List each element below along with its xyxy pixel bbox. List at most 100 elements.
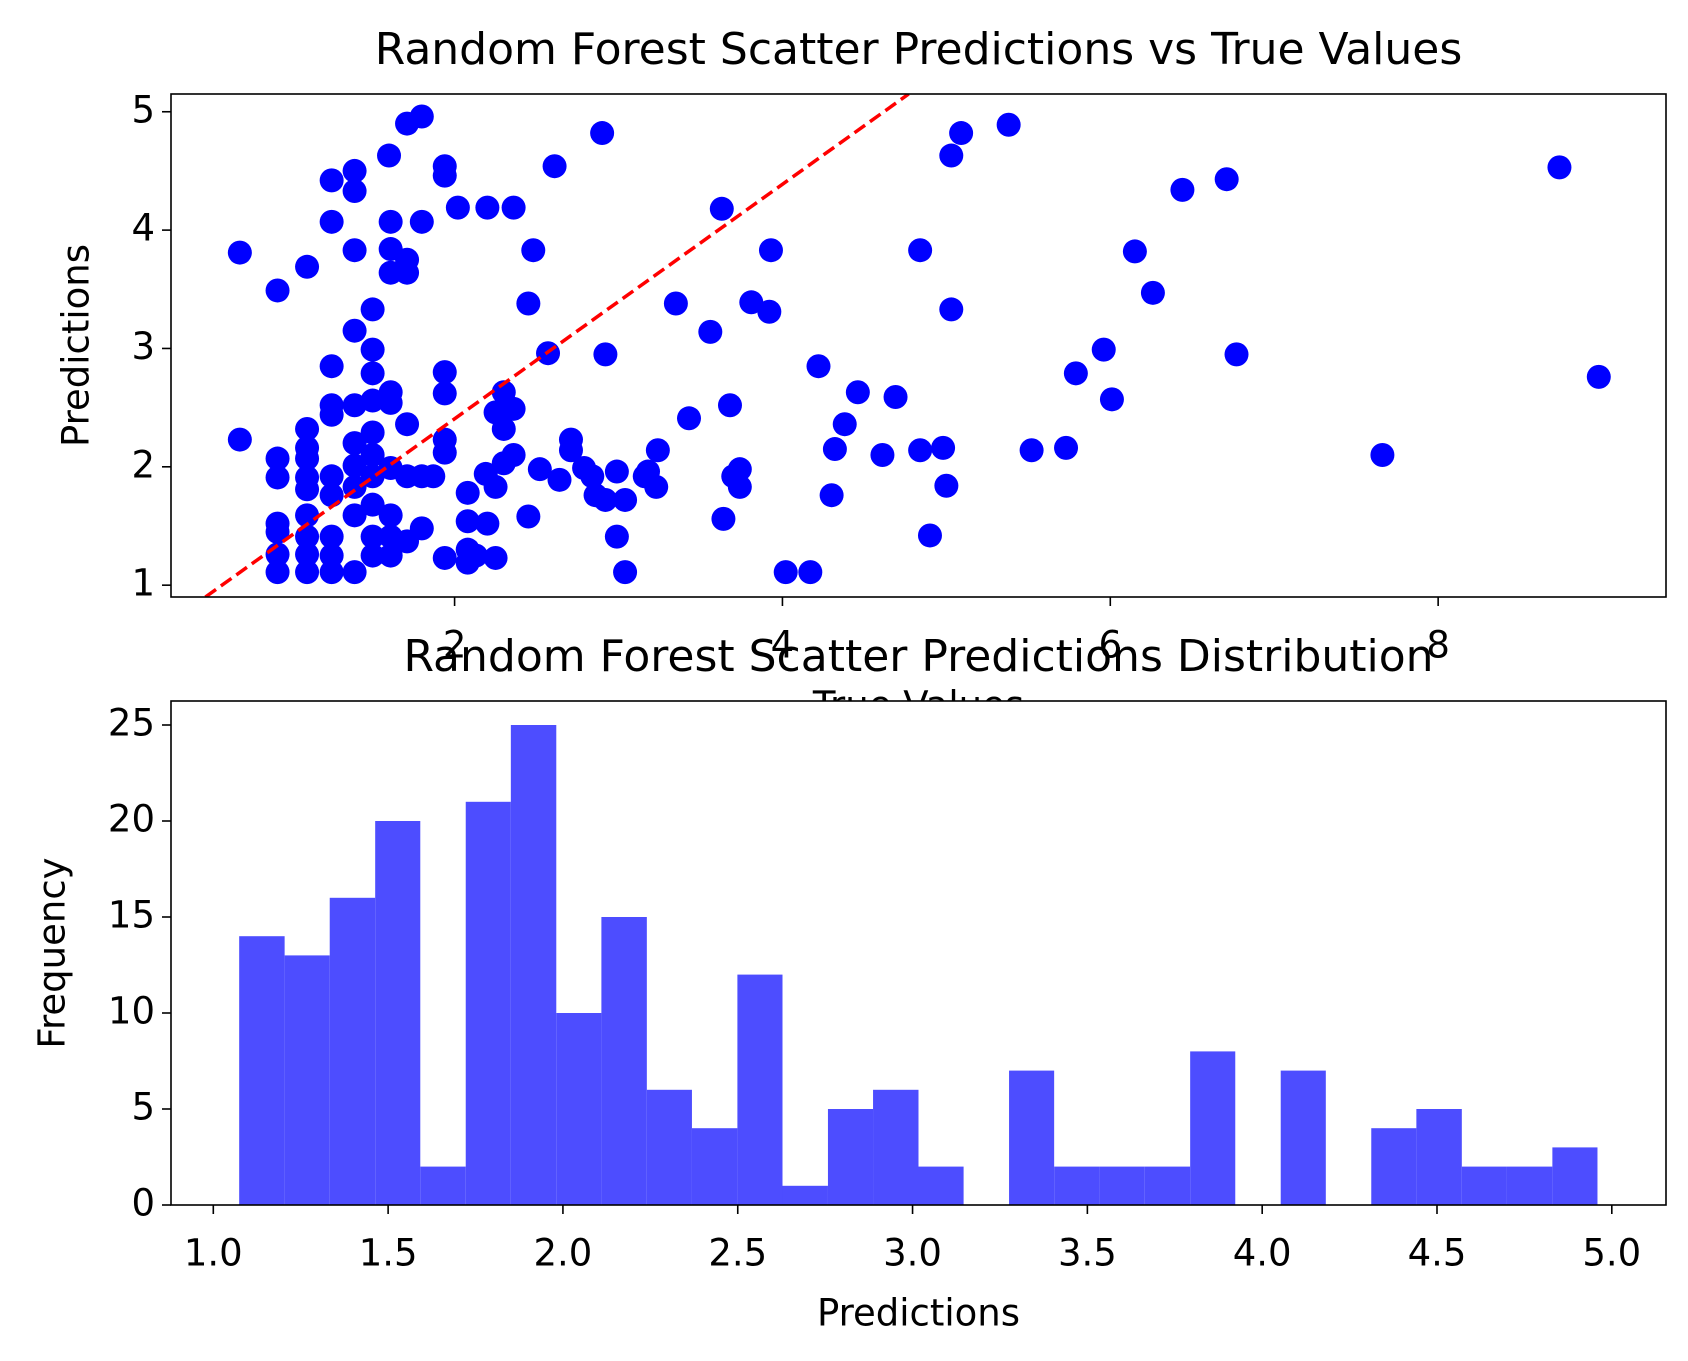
x-tick-label: 2 bbox=[443, 624, 467, 667]
scatter-point bbox=[360, 297, 385, 322]
scatter-point bbox=[342, 453, 367, 478]
scatter-point bbox=[265, 278, 290, 303]
x-tick-label: 3.0 bbox=[883, 1232, 942, 1275]
scatter-point bbox=[727, 457, 752, 482]
histogram-bar bbox=[375, 821, 421, 1205]
scatter-point bbox=[806, 354, 831, 379]
scatter-point bbox=[432, 381, 457, 406]
scatter-point bbox=[360, 337, 385, 362]
scatter-point bbox=[819, 483, 844, 508]
y-tick-label: 20 bbox=[108, 798, 155, 841]
x-tick-label: 2.5 bbox=[708, 1232, 767, 1275]
y-tick-label: 2 bbox=[131, 443, 155, 486]
scatter-point bbox=[636, 459, 661, 484]
scatter-point bbox=[931, 435, 956, 460]
scatter-point bbox=[227, 427, 252, 452]
histogram-bar bbox=[1280, 1070, 1326, 1205]
histogram-bar bbox=[827, 1109, 874, 1205]
scatter-point bbox=[342, 431, 367, 456]
scatter-point bbox=[709, 196, 734, 221]
scatter-point bbox=[360, 388, 385, 413]
scatter-point bbox=[727, 474, 752, 499]
scatter-point bbox=[908, 438, 933, 463]
scatter-point bbox=[757, 299, 782, 324]
scatter-point bbox=[604, 524, 629, 549]
scatter-point bbox=[939, 297, 964, 322]
scatter-point bbox=[604, 459, 629, 484]
scatter-point bbox=[409, 104, 434, 129]
scatter-point bbox=[1214, 167, 1239, 192]
scatter-point bbox=[1054, 435, 1079, 460]
scatter-point bbox=[295, 254, 320, 279]
scatter-point bbox=[409, 209, 434, 234]
scatter-point bbox=[590, 121, 615, 146]
x-tick-label: 3.5 bbox=[1058, 1232, 1117, 1275]
x-tick-label: 6 bbox=[1099, 624, 1123, 667]
scatter-point bbox=[908, 238, 933, 263]
axes-frame bbox=[170, 700, 1667, 1206]
scatter-point bbox=[516, 504, 541, 529]
scatter-point bbox=[265, 465, 290, 490]
scatter-point bbox=[378, 543, 403, 568]
scatter-point bbox=[378, 260, 403, 285]
scatter-point bbox=[698, 319, 723, 344]
scatter-point bbox=[378, 503, 403, 528]
scatter-point bbox=[1547, 155, 1572, 180]
scatter-point bbox=[521, 238, 546, 263]
scatter-point bbox=[527, 457, 552, 482]
axes-frame bbox=[170, 93, 1667, 598]
scatter-point bbox=[483, 545, 508, 570]
histogram-bar bbox=[601, 917, 647, 1205]
scatter-point bbox=[1586, 364, 1611, 389]
scatter-point bbox=[319, 354, 344, 379]
histogram-bar bbox=[510, 725, 557, 1205]
histogram-bar bbox=[873, 1089, 919, 1205]
scatter-point bbox=[1370, 442, 1395, 467]
scatter-point bbox=[342, 560, 367, 585]
scatter-point bbox=[378, 390, 403, 415]
scatter-point bbox=[319, 209, 344, 234]
scatter-point bbox=[1140, 280, 1165, 305]
scatter-point bbox=[677, 406, 702, 431]
scatter-point bbox=[1063, 361, 1088, 386]
chart-title: Random Forest Scatter Predictions vs Tru… bbox=[375, 24, 1463, 75]
scatter-point bbox=[360, 524, 385, 549]
scatter-point bbox=[377, 143, 402, 168]
scatter-point bbox=[516, 291, 541, 316]
scatter-point bbox=[342, 503, 367, 528]
scatter-point bbox=[342, 318, 367, 343]
scatter-point bbox=[432, 360, 457, 385]
scatter-point bbox=[319, 543, 344, 568]
histogram-bar bbox=[691, 1128, 738, 1205]
histogram-bar bbox=[1054, 1166, 1100, 1205]
scatter-point bbox=[395, 412, 420, 437]
scatter-point bbox=[917, 523, 942, 548]
scatter-point bbox=[542, 154, 567, 179]
histogram-bar bbox=[420, 1166, 466, 1205]
scatter-point bbox=[483, 474, 508, 499]
axes-background bbox=[171, 94, 1666, 597]
scatter-point bbox=[939, 143, 964, 168]
scatter-point bbox=[432, 440, 457, 465]
scatter-point bbox=[773, 560, 798, 585]
scatter-point bbox=[360, 492, 385, 517]
scatter-point bbox=[663, 291, 688, 316]
histogram-bar bbox=[737, 974, 783, 1205]
scatter-point bbox=[1122, 239, 1147, 264]
scatter-point bbox=[475, 195, 500, 220]
histogram-bar bbox=[239, 936, 285, 1205]
scatter-point bbox=[360, 420, 385, 445]
scatter-point bbox=[421, 464, 446, 489]
y-tick-label: 15 bbox=[108, 894, 155, 937]
scatter-point bbox=[1099, 387, 1124, 412]
histogram-bar bbox=[782, 1185, 828, 1205]
scatter-point bbox=[949, 121, 974, 146]
scatter-point bbox=[558, 438, 583, 463]
scatter-point bbox=[319, 560, 344, 585]
scatter-point bbox=[455, 509, 480, 534]
scatter-point bbox=[342, 179, 367, 204]
scatter-point bbox=[883, 384, 908, 409]
scatter-point bbox=[717, 393, 742, 418]
reference-line bbox=[204, 94, 910, 597]
